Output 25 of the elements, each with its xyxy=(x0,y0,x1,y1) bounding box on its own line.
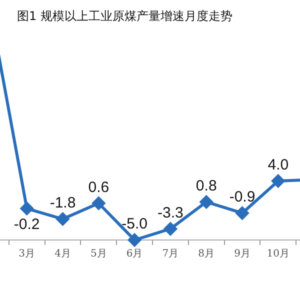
x-tick-label: 6月 xyxy=(126,248,143,260)
x-tick-label: 5月 xyxy=(90,248,107,260)
point xyxy=(92,196,106,210)
data-label: -5.0 xyxy=(122,216,148,233)
point xyxy=(128,234,142,246)
data-label: 0.6 xyxy=(88,178,110,196)
point xyxy=(164,222,177,236)
point xyxy=(272,174,285,188)
data-label: -1.8 xyxy=(50,194,76,212)
data-label: 0.8 xyxy=(196,178,217,195)
x-tick-label: 3月 xyxy=(18,248,36,260)
x-tick-label: 8月 xyxy=(198,248,215,260)
x-tick-label: 10月 xyxy=(266,248,290,260)
data-label: 4.0 xyxy=(268,156,289,174)
point xyxy=(56,212,70,226)
chart-title: 图1 规模以上工业原煤产量增速月度走势 xyxy=(17,8,232,25)
x-tick-label: 4月 xyxy=(54,248,71,260)
data-label: -0.9 xyxy=(229,188,256,206)
x-tick-label: 7月 xyxy=(162,248,179,260)
point xyxy=(20,202,34,216)
x-tick-label: 9月 xyxy=(234,248,250,260)
point xyxy=(236,206,249,220)
data-label: -3.3 xyxy=(158,204,184,222)
point xyxy=(200,195,213,208)
data-label: -0.2 xyxy=(14,216,40,234)
